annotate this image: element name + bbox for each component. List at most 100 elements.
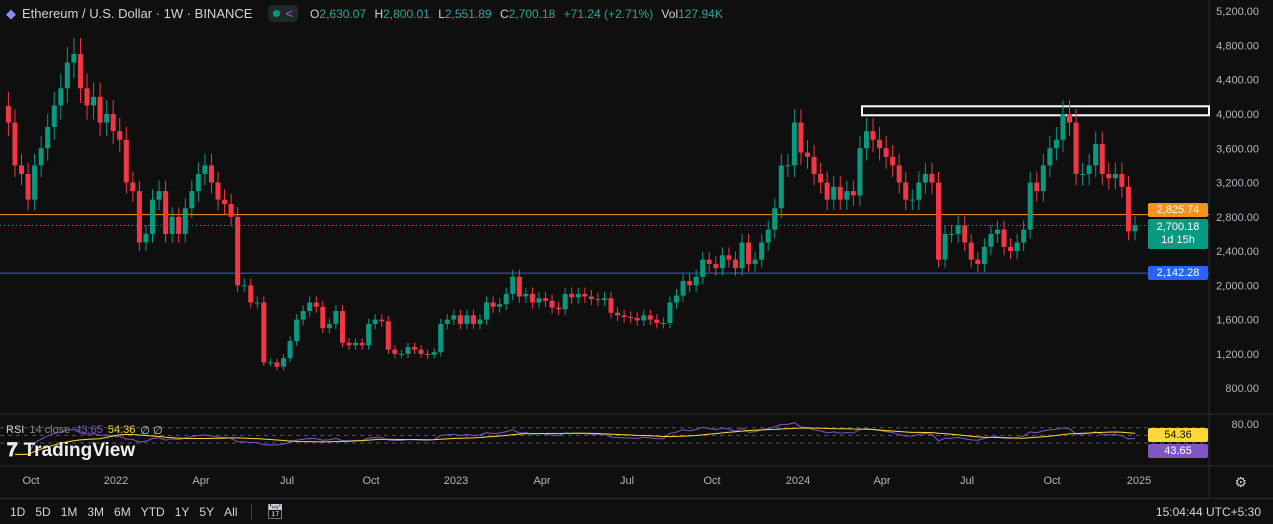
ohlc-values: O2,630.07 H2,800.01 L2,551.89 C2,700.18 … — [310, 7, 728, 21]
price-tick-label: 5,200.00 — [1216, 6, 1259, 18]
candle-body — [778, 165, 784, 209]
time-tick-label: Oct — [703, 475, 720, 487]
candle-body — [215, 182, 221, 200]
candle-body — [287, 341, 293, 359]
candle-body — [248, 285, 254, 303]
candle-body — [955, 225, 961, 234]
candle-body — [228, 203, 234, 217]
price-tick-label: 3,600.00 — [1216, 143, 1259, 155]
candle-body — [130, 182, 136, 192]
price-tick-label: 4,800.00 — [1216, 40, 1259, 52]
price-tick-label: 4,000.00 — [1216, 109, 1259, 121]
candle-body — [752, 259, 758, 264]
range-bar: 1D 5D 1M 3M 6M YTD 1Y 5Y All 📅︎ — [0, 498, 1273, 524]
range-3m[interactable]: 3M — [87, 504, 105, 519]
candle-body — [235, 216, 241, 286]
candle-body — [523, 293, 529, 297]
candle-body — [412, 347, 417, 350]
candle-body — [896, 165, 902, 183]
range-1y[interactable]: 1Y — [174, 504, 190, 519]
candle-body — [195, 173, 201, 192]
candle-body — [267, 362, 273, 364]
range-1m[interactable]: 1M — [60, 504, 78, 519]
candle-body — [719, 255, 725, 269]
candle-body — [156, 191, 162, 200]
candle-body — [222, 199, 228, 204]
rsi-legend[interactable]: RSI 14 close 43.65 54.36 ∅ ∅ — [6, 424, 163, 437]
candle-body — [372, 319, 378, 324]
candle-body — [667, 302, 673, 324]
range-5y[interactable]: 5Y — [199, 504, 215, 519]
candle-body — [1001, 229, 1007, 247]
candle-body — [45, 126, 51, 149]
range-6m[interactable]: 6M — [114, 504, 131, 519]
tradingview-logo[interactable]: 𝟕 TradingView — [7, 440, 135, 462]
candle-body — [189, 191, 195, 209]
candle-body — [182, 208, 188, 234]
candle-body — [346, 342, 352, 346]
candle-body — [706, 259, 712, 264]
price-tick-label: 2,000.00 — [1216, 280, 1259, 292]
price-tick-label: 1,200.00 — [1216, 349, 1259, 361]
range-ytd[interactable]: YTD — [140, 504, 165, 519]
rsi-label: RSI — [6, 424, 25, 436]
candle-body — [418, 349, 424, 354]
candle-body — [759, 242, 765, 260]
rsi-ma-tag: 54.36 — [1148, 428, 1208, 442]
candle-body — [588, 296, 594, 300]
candle-body — [97, 96, 103, 123]
settings-icon[interactable]: ⚙ — [1234, 474, 1247, 490]
price-chart[interactable]: 5,200.00 4,800.00 4,400.00 4,000.00 3,600.00… — [0, 0, 1273, 498]
candle-body — [1040, 165, 1046, 192]
rsi-ma-value: 54.36 — [107, 424, 136, 436]
candle-body — [942, 233, 948, 260]
candle-body — [150, 199, 155, 234]
candle-body — [261, 302, 267, 363]
time-tick-label: 2023 — [444, 475, 468, 487]
candle-body — [379, 319, 385, 322]
tradingview-logo-icon: 𝟕 — [7, 440, 18, 461]
candle-body — [772, 208, 778, 230]
candle-body — [687, 281, 693, 286]
volume-label: Vol — [661, 6, 679, 21]
candle-body — [569, 293, 575, 298]
market-status[interactable]: < — [268, 5, 299, 22]
candle-body — [307, 302, 313, 312]
candle-body — [110, 114, 116, 132]
range-1d[interactable]: 1D — [10, 504, 26, 519]
low-value: 2,551.89 — [444, 6, 492, 21]
candle-body — [464, 315, 470, 324]
last-price-value: 2,700.18 — [1156, 221, 1200, 233]
candle-body — [366, 323, 372, 346]
symbol-title[interactable]: Ethereum / U.S. Dollar · 1W · BINANCE — [22, 6, 253, 21]
candle-body — [1106, 173, 1112, 179]
close-value: 2,700.18 — [508, 6, 556, 21]
range-5d[interactable]: 5D — [35, 504, 51, 519]
candle-body — [1008, 246, 1014, 252]
high-label: H — [374, 6, 384, 21]
candle-body — [339, 311, 345, 343]
bar-countdown: 1d 15h — [1161, 234, 1195, 246]
range-all[interactable]: All — [224, 504, 238, 519]
clock[interactable]: 15:04:44 UTC+5:30 — [1155, 505, 1261, 519]
volume-value: 127.94K — [678, 6, 723, 21]
candle-body — [850, 191, 856, 196]
candle-body — [1014, 242, 1020, 252]
rsi-axis-label: 80.00 — [1231, 419, 1259, 431]
time-tick-label: Oct — [22, 475, 39, 487]
candle-body — [385, 321, 391, 350]
goto-date-icon[interactable]: 📅︎ — [266, 503, 285, 519]
candle-body — [1060, 114, 1066, 140]
candle-body — [1021, 229, 1027, 243]
candle-body — [425, 353, 431, 355]
candle-body — [117, 131, 123, 140]
candle-body — [647, 315, 653, 320]
time-tick-label: 2022 — [104, 475, 128, 487]
change-value: +71.24 (+2.71%) — [563, 6, 654, 21]
candle-body — [438, 323, 444, 353]
candle-body — [877, 139, 883, 149]
time-tick-label: Apr — [873, 475, 890, 487]
candle-body — [398, 353, 404, 355]
time-tick-label: Oct — [362, 475, 379, 487]
candle-body — [333, 311, 339, 324]
